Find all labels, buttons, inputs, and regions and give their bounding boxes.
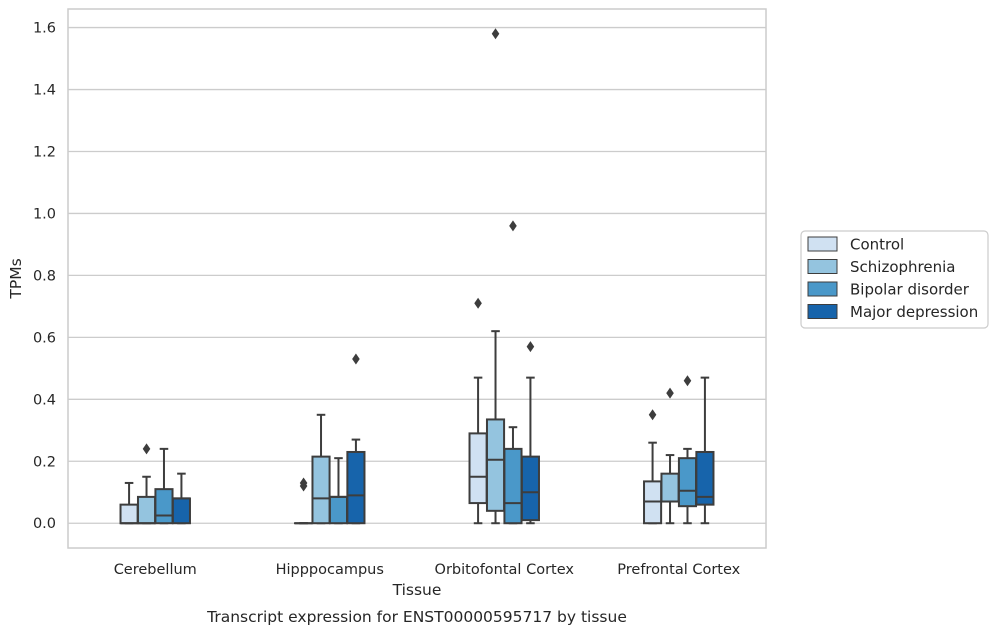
- box: [660, 387, 680, 525]
- legend: Control Schizophrenia Bipolar disorder Majo…: [800, 230, 989, 329]
- legend-swatch: [807, 304, 838, 319]
- y-tick-label: 0.0: [33, 516, 56, 532]
- box: [171, 472, 191, 525]
- x-axis-label: Tissue: [392, 581, 442, 599]
- outlier-point: [526, 341, 535, 353]
- grid-lines: [68, 26, 766, 524]
- outlier-point: [648, 409, 657, 421]
- legend-swatch: [807, 281, 838, 297]
- box: [119, 481, 139, 525]
- box: [695, 376, 715, 525]
- plot-frame: [67, 8, 767, 549]
- series-control: [119, 297, 663, 525]
- box-body: [468, 432, 488, 505]
- y-tick-label: 1.6: [33, 21, 56, 37]
- x-tick-label: Prefrontal Cortex: [617, 562, 740, 578]
- outlier-point: [666, 387, 674, 399]
- legend-swatch: [807, 236, 838, 252]
- chart-caption: Transcript expression for ENST0000059571…: [206, 608, 627, 626]
- box: [485, 28, 506, 525]
- outlier-point: [474, 297, 482, 309]
- box: [346, 353, 366, 525]
- box-body: [136, 495, 157, 525]
- legend-label: Schizophrenia: [850, 258, 955, 276]
- series-major-depression: [171, 341, 715, 525]
- box: [136, 443, 157, 525]
- y-tick-label: 1.2: [33, 144, 56, 160]
- y-tick-label: 0.6: [33, 330, 56, 346]
- y-tick-label: 0.4: [33, 392, 56, 408]
- legend-label: Major depression: [850, 303, 978, 321]
- box-body: [346, 450, 366, 525]
- legend-label: Bipolar disorder: [850, 281, 970, 299]
- y-axis-label: TPMs: [7, 258, 25, 299]
- y-tick-label: 0.8: [33, 268, 56, 284]
- legend-swatch: [807, 259, 838, 274]
- x-tick-labels: Cerebellum Hipppocampus Orbitofontal Corte…: [114, 562, 741, 578]
- y-tick-labels: 0.0 0.2 0.4 0.6 0.8 1.0 1.2 1.4 1.6: [33, 21, 56, 533]
- box-body: [119, 503, 139, 525]
- outlier-point: [509, 220, 517, 232]
- box: [468, 297, 488, 525]
- outlier-point: [299, 477, 308, 489]
- box: [154, 447, 174, 525]
- box: [520, 341, 540, 525]
- legend-label: Control: [850, 236, 904, 254]
- box-series: [119, 28, 715, 525]
- box: [311, 413, 331, 525]
- box-body: [520, 455, 540, 522]
- box-body: [503, 447, 523, 525]
- y-tick-label: 1.0: [33, 206, 56, 222]
- outlier-point: [491, 28, 500, 40]
- box-body: [660, 472, 680, 503]
- box-body: [695, 450, 715, 506]
- box: [677, 375, 698, 525]
- outlier-point: [683, 375, 692, 387]
- outlier-point: [142, 443, 151, 455]
- y-tick-label: 1.4: [33, 83, 56, 99]
- box: [503, 220, 523, 525]
- x-tick-label: Orbitofontal Cortex: [435, 562, 575, 578]
- box-body: [328, 495, 349, 525]
- box-body: [485, 418, 506, 512]
- box-body: [311, 455, 331, 525]
- box: [643, 409, 663, 525]
- series-bipolar-disorder: [154, 220, 698, 525]
- y-tick-label: 0.2: [33, 454, 56, 470]
- box-body: [171, 497, 191, 525]
- box-body: [154, 488, 174, 525]
- box-body: [677, 457, 698, 508]
- box: [294, 477, 314, 525]
- outlier-point: [352, 353, 360, 365]
- legend-frame: [800, 230, 989, 329]
- box: [328, 457, 349, 525]
- x-tick-label: Cerebellum: [114, 562, 197, 578]
- x-tick-label: Hipppocampus: [276, 562, 384, 578]
